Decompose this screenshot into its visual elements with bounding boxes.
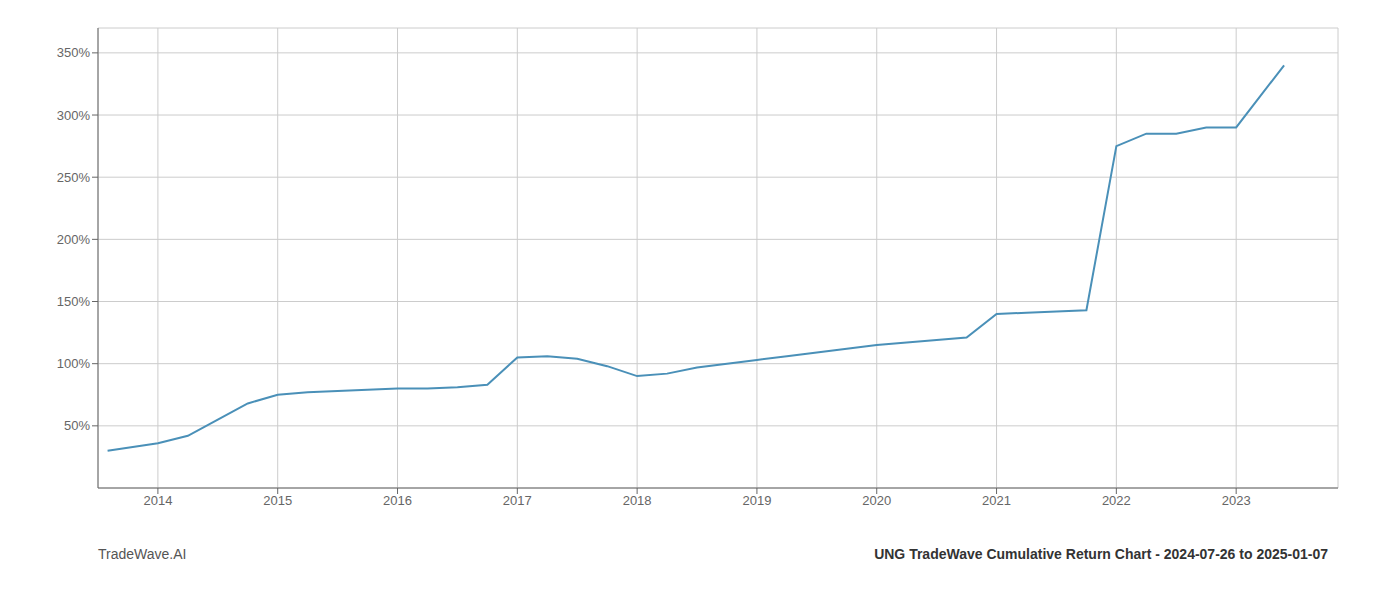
html-text:UNG TradeWave Cumulative Retur: UNG TradeWave Cumulative Return Chart - …: [874, 546, 1328, 562]
svg-text:2015: 2015: [263, 493, 292, 508]
svg-text:2019: 2019: [742, 493, 771, 508]
svg-text:2022: 2022: [1102, 493, 1131, 508]
svg-text:200%: 200%: [57, 232, 91, 247]
svg-text:250%: 250%: [57, 170, 91, 185]
svg-text:50%: 50%: [64, 418, 90, 433]
svg-text:350%: 350%: [57, 45, 91, 60]
svg-text:2021: 2021: [982, 493, 1011, 508]
svg-text:2018: 2018: [623, 493, 652, 508]
svg-text:2017: 2017: [503, 493, 532, 508]
svg-text:2016: 2016: [383, 493, 412, 508]
svg-text:100%: 100%: [57, 356, 91, 371]
svg-text:2020: 2020: [862, 493, 891, 508]
svg-text:150%: 150%: [57, 294, 91, 309]
svg-text:300%: 300%: [57, 108, 91, 123]
svg-text:2014: 2014: [143, 493, 172, 508]
svg-text:2023: 2023: [1222, 493, 1251, 508]
html-text:TradeWave.AI: TradeWave.AI: [98, 546, 187, 562]
